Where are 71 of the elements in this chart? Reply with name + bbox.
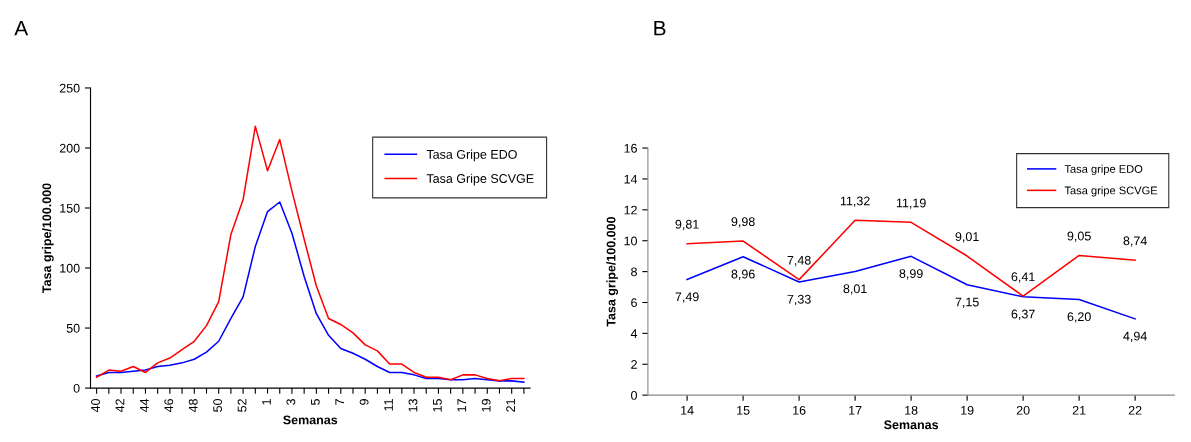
y-tick-label: 50 (66, 323, 80, 333)
x-tick-label: 9 (359, 399, 369, 405)
line-series (95, 201, 525, 383)
x-tick-label: 15 (433, 399, 442, 412)
data-label: 9,81 (675, 219, 699, 231)
legend-label: Tasa Gripe EDO (426, 149, 517, 162)
data-label: 7,49 (675, 292, 699, 303)
x-tick-label: 13 (408, 399, 418, 412)
data-label: 8,74 (1123, 236, 1147, 247)
y-tick-label: 10 (624, 236, 637, 246)
data-label: 9,01 (955, 232, 979, 243)
x-tick-label: 18 (905, 405, 918, 415)
x-tick-label: 42 (115, 399, 125, 413)
x-tick-label: 21 (506, 399, 515, 412)
x-tick-label: 21 (1072, 405, 1086, 415)
x-tick-label: 17 (457, 399, 467, 412)
x-tick-label: 46 (164, 399, 174, 413)
data-label: 8,01 (843, 284, 867, 295)
x-tick-label: 17 (849, 406, 862, 415)
data-label: 9,98 (731, 217, 755, 228)
data-label: 8,99 (899, 269, 923, 280)
y-tick-label: 0 (631, 390, 637, 400)
data-label: 9,05 (1067, 231, 1091, 242)
data-label: 4,94 (1123, 331, 1147, 343)
x-axis-title: Semanas (283, 415, 338, 425)
y-axis-title: Tasa gripe/100.000 (41, 183, 54, 293)
x-tick-label: 1 (262, 399, 271, 405)
data-label: 7,48 (787, 255, 811, 267)
data-label: 6,20 (1067, 312, 1091, 323)
y-tick-label: 4 (630, 329, 638, 338)
x-tick-label: 7 (335, 399, 345, 405)
y-tick-label: 2 (631, 360, 637, 369)
x-tick-label: 44 (140, 398, 149, 413)
data-label: 7,33 (787, 294, 811, 306)
x-tick-label: 11 (384, 399, 393, 411)
data-label: 7,15 (955, 297, 979, 308)
x-tick-label: 14 (681, 406, 694, 415)
y-tick-label: 16 (624, 143, 637, 153)
x-tick-label: 40 (91, 398, 100, 413)
x-tick-label: 3 (286, 399, 296, 405)
x-tick-label: 50 (213, 398, 223, 412)
x-tick-label: 19 (481, 399, 491, 412)
y-tick-label: 12 (624, 205, 637, 215)
chart-title: B (654, 21, 666, 36)
y-tick-label: 14 (624, 174, 638, 184)
y-tick-label: 0 (73, 383, 80, 393)
x-tick-label: 5 (310, 399, 320, 405)
y-tick-label: 8 (631, 267, 637, 277)
data-label: 6,41 (1011, 272, 1035, 283)
data-label: 6,37 (1011, 309, 1035, 320)
x-tick-label: 15 (737, 406, 750, 415)
x-tick-label: 52 (237, 399, 247, 412)
data-label: 11,19 (896, 198, 926, 209)
x-axis-title: Semanas (884, 420, 939, 430)
legend-label: Tasa gripe SCVGE (1064, 186, 1158, 197)
y-tick-label: 200 (59, 143, 80, 153)
legend-label: Tasa Gripe SCVGE (426, 173, 534, 186)
x-tick-label: 16 (793, 405, 806, 415)
x-tick-label: 22 (1128, 405, 1142, 415)
y-tick-label: 150 (60, 203, 80, 213)
y-tick-label: 250 (59, 83, 80, 93)
y-tick-label: 6 (631, 298, 637, 308)
y-tick-label: 100 (60, 263, 80, 273)
chart-title: A (14, 21, 29, 36)
x-tick-label: 48 (188, 399, 198, 413)
x-tick-label: 19 (961, 405, 974, 415)
data-label: 11,32 (840, 196, 870, 207)
data-label: 8,96 (731, 269, 755, 280)
y-axis-title: Tasa gripe/100.000 (606, 216, 619, 327)
legend-label: Tasa gripe EDO (1064, 164, 1143, 176)
x-tick-label: 20 (1016, 405, 1030, 415)
